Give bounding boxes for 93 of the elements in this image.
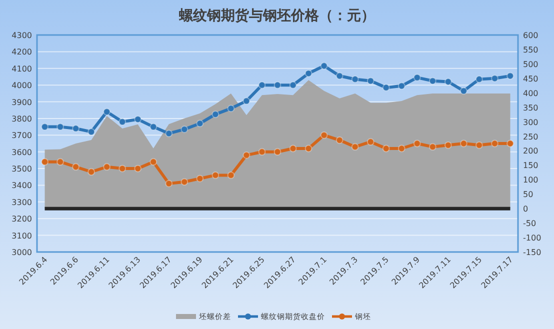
point xyxy=(336,72,344,80)
point xyxy=(41,123,48,131)
y-tick-label: 3400 xyxy=(12,181,32,190)
y2-tick-label: 550 xyxy=(523,45,538,54)
point xyxy=(150,158,158,166)
y-tick-label: 4100 xyxy=(12,64,32,74)
point xyxy=(366,138,374,146)
point xyxy=(180,126,188,134)
y2-tick-label: 350 xyxy=(523,103,538,112)
point xyxy=(196,174,204,182)
point xyxy=(103,163,111,171)
point xyxy=(103,108,111,116)
y-tick-label: 3200 xyxy=(12,214,32,224)
point xyxy=(336,136,344,144)
y2-tick-label: 200 xyxy=(523,146,538,156)
y2-tick-label: 600 xyxy=(523,31,538,40)
point xyxy=(382,144,390,152)
point xyxy=(289,81,297,89)
point xyxy=(134,116,142,123)
point xyxy=(150,123,158,131)
y-tick-label: 3500 xyxy=(12,164,32,174)
point xyxy=(304,144,312,152)
point xyxy=(320,131,328,139)
point xyxy=(289,144,297,152)
y2-tick-label: 0 xyxy=(523,204,528,214)
point xyxy=(134,164,142,172)
point xyxy=(476,76,483,83)
chart-title: 螺纹钢期货与钢坯价格（：元） xyxy=(178,8,375,24)
point xyxy=(196,120,204,128)
point xyxy=(118,118,126,126)
point xyxy=(444,141,452,149)
point xyxy=(428,77,436,85)
point xyxy=(165,130,173,138)
y-tick-label: 4200 xyxy=(12,48,32,57)
point xyxy=(366,77,374,85)
point xyxy=(304,70,312,78)
y-tick-label: 3300 xyxy=(12,198,32,207)
y-tick-label: 3000 xyxy=(12,248,32,257)
point xyxy=(41,158,48,166)
point xyxy=(491,140,498,148)
y2-tick-label: -100 xyxy=(523,234,542,243)
point xyxy=(460,87,468,95)
point xyxy=(320,62,328,70)
point xyxy=(212,172,220,179)
y2-tick-label: 100 xyxy=(523,176,538,185)
y2-tick-label: 400 xyxy=(523,88,538,98)
y2-tick-label: -50 xyxy=(523,219,536,228)
point xyxy=(491,74,498,82)
point xyxy=(506,140,514,148)
point xyxy=(506,72,514,80)
point xyxy=(476,141,483,149)
point xyxy=(242,151,250,159)
point xyxy=(227,104,235,112)
y2-tick-label: 250 xyxy=(523,132,538,142)
point xyxy=(88,168,96,176)
point xyxy=(274,81,282,89)
y2-tick-label: 150 xyxy=(523,161,538,170)
point xyxy=(460,140,468,148)
point xyxy=(88,128,96,136)
point xyxy=(413,140,421,148)
point xyxy=(72,124,80,132)
point xyxy=(118,164,126,172)
y2-tick-label: 300 xyxy=(523,118,538,127)
point xyxy=(444,78,452,86)
point xyxy=(165,180,173,188)
point xyxy=(180,178,188,186)
point xyxy=(351,143,359,151)
y-tick-label: 3800 xyxy=(12,114,32,124)
point xyxy=(274,148,282,156)
point xyxy=(382,84,390,92)
point xyxy=(258,148,266,156)
point xyxy=(56,123,64,131)
y2-tick-label: 50 xyxy=(523,190,534,200)
y-tick-label: 3700 xyxy=(12,131,32,140)
y-tick-label: 4000 xyxy=(12,81,32,90)
point xyxy=(351,76,359,83)
point xyxy=(398,82,406,90)
point xyxy=(56,158,64,166)
point xyxy=(398,144,406,152)
point xyxy=(227,172,235,179)
y2-tick-label: -150 xyxy=(523,248,542,257)
point xyxy=(212,110,220,118)
y2-tick-label: 500 xyxy=(523,60,538,69)
point xyxy=(242,97,250,105)
point xyxy=(413,74,421,82)
y-tick-label: 4300 xyxy=(12,31,32,40)
point xyxy=(428,143,436,151)
y-tick-label: 3100 xyxy=(12,231,32,240)
point xyxy=(258,81,266,89)
y-tick-label: 3600 xyxy=(12,148,32,157)
y-tick-label: 3900 xyxy=(12,98,32,107)
point xyxy=(72,163,80,171)
y2-tick-label: 450 xyxy=(523,74,538,84)
